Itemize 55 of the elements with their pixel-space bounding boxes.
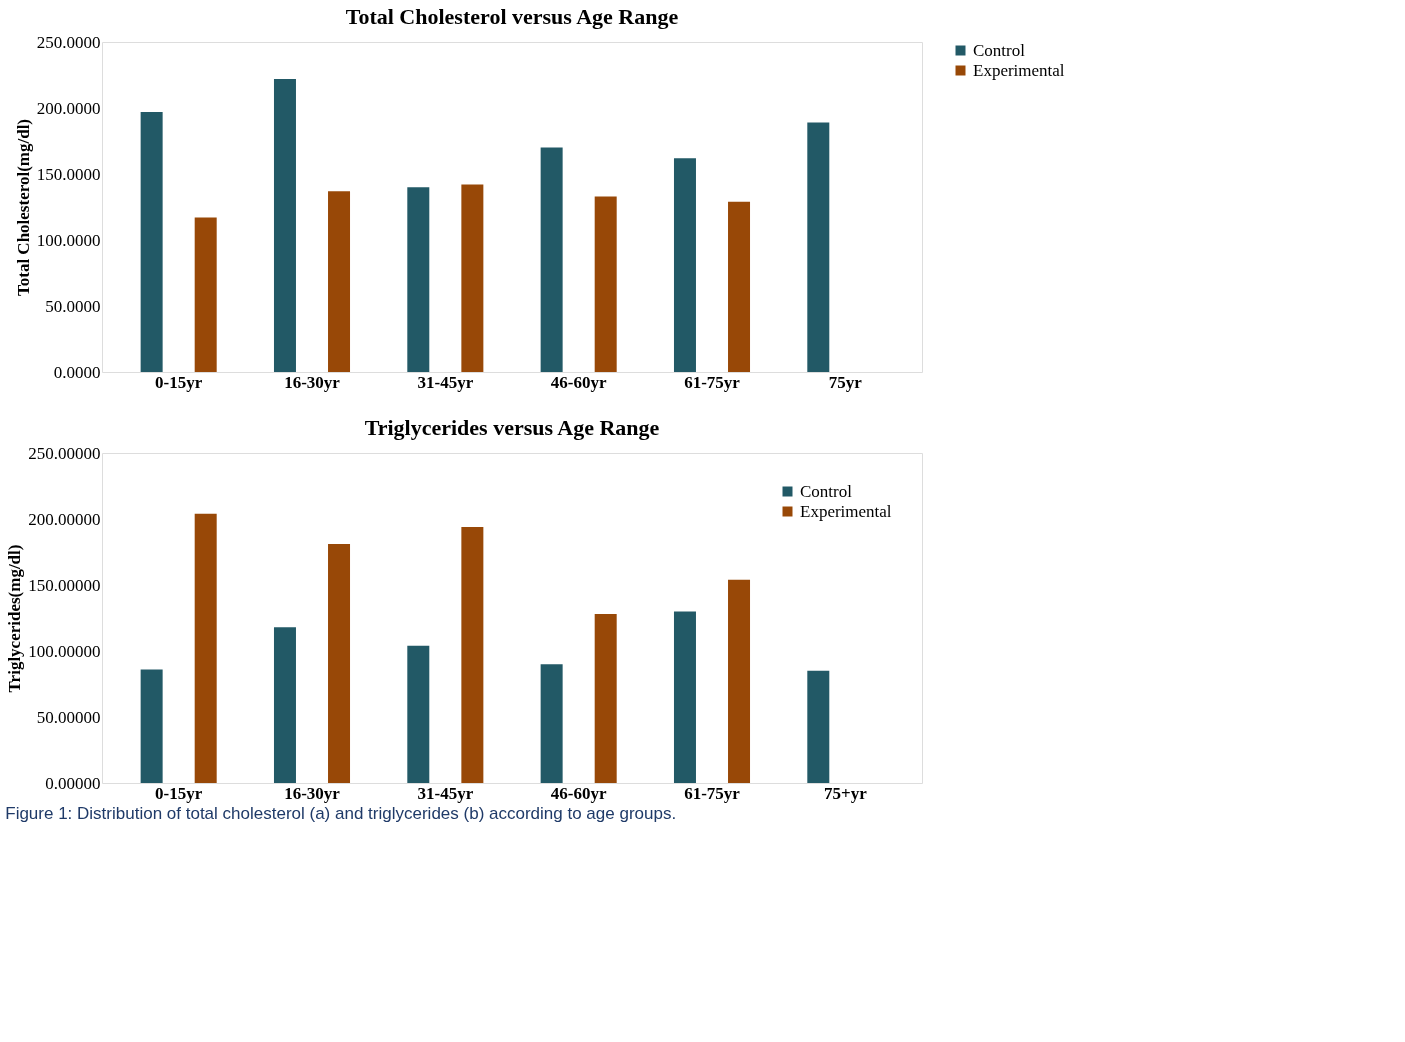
- bar: [407, 645, 430, 783]
- bar: [194, 217, 217, 372]
- bar: [540, 664, 563, 783]
- x-tick-label: 16-30yr: [284, 783, 341, 803]
- x-tick-label: 61-75yr: [684, 372, 741, 392]
- y-tick-label: 150.0000: [36, 164, 101, 184]
- bar: [540, 147, 563, 372]
- bar: [673, 611, 696, 783]
- bar: [594, 196, 617, 372]
- bar: [807, 670, 830, 783]
- legend-label: Experimental: [973, 60, 1065, 80]
- bar: [273, 627, 296, 783]
- bar: [140, 111, 163, 372]
- y-axis-title: Total Cholesterol(mg/dl): [13, 118, 33, 297]
- chart-title: Total Cholesterol versus Age Range: [345, 4, 679, 29]
- legend-label: Control: [800, 481, 853, 501]
- bar: [594, 614, 617, 783]
- y-tick-label: 200.00000: [28, 509, 101, 529]
- x-tick-label: 75+yr: [823, 783, 868, 803]
- bar: [461, 526, 484, 783]
- x-tick-label: 46-60yr: [550, 372, 607, 392]
- y-tick-label: 200.0000: [36, 98, 101, 118]
- legend-label: Control: [973, 40, 1026, 60]
- bar: [328, 191, 351, 372]
- x-tick-label: 61-75yr: [684, 783, 741, 803]
- x-tick-label: 16-30yr: [284, 372, 341, 392]
- y-tick-label: 50.00000: [36, 707, 101, 727]
- x-tick-label: 31-45yr: [417, 372, 474, 392]
- caption: Figure 1: Distribution of total cholesterol (a) and triglycerides (b) according to age groups.: [5, 803, 677, 823]
- bar: [407, 187, 430, 372]
- y-axis-title: Triglycerides(mg/dl): [5, 544, 25, 693]
- y-tick-label: 0.0000: [53, 362, 101, 382]
- y-tick-label: 100.00000: [28, 641, 101, 661]
- y-tick-label: 150.00000: [28, 575, 101, 595]
- bar: [140, 669, 163, 783]
- bar: [194, 513, 217, 783]
- y-tick-label: 250.00000: [28, 443, 101, 463]
- x-tick-label: 75yr: [828, 372, 863, 392]
- bar: [728, 201, 751, 372]
- y-tick-label: 250.0000: [36, 32, 101, 52]
- chart-title: Triglycerides versus Age Range: [364, 415, 660, 440]
- bar: [461, 184, 484, 372]
- y-tick-label: 0.00000: [45, 773, 101, 793]
- bar: [728, 579, 751, 783]
- bar: [328, 544, 351, 783]
- x-tick-label: 0-15yr: [155, 783, 203, 803]
- x-tick-label: 31-45yr: [417, 783, 474, 803]
- x-tick-label: 46-60yr: [550, 783, 607, 803]
- bar: [673, 158, 696, 372]
- bar: [273, 78, 296, 372]
- bar: [807, 122, 830, 372]
- legend-label: Experimental: [800, 501, 892, 521]
- y-tick-label: 100.0000: [36, 230, 101, 250]
- x-tick-label: 0-15yr: [155, 372, 203, 392]
- y-tick-label: 50.0000: [45, 296, 101, 316]
